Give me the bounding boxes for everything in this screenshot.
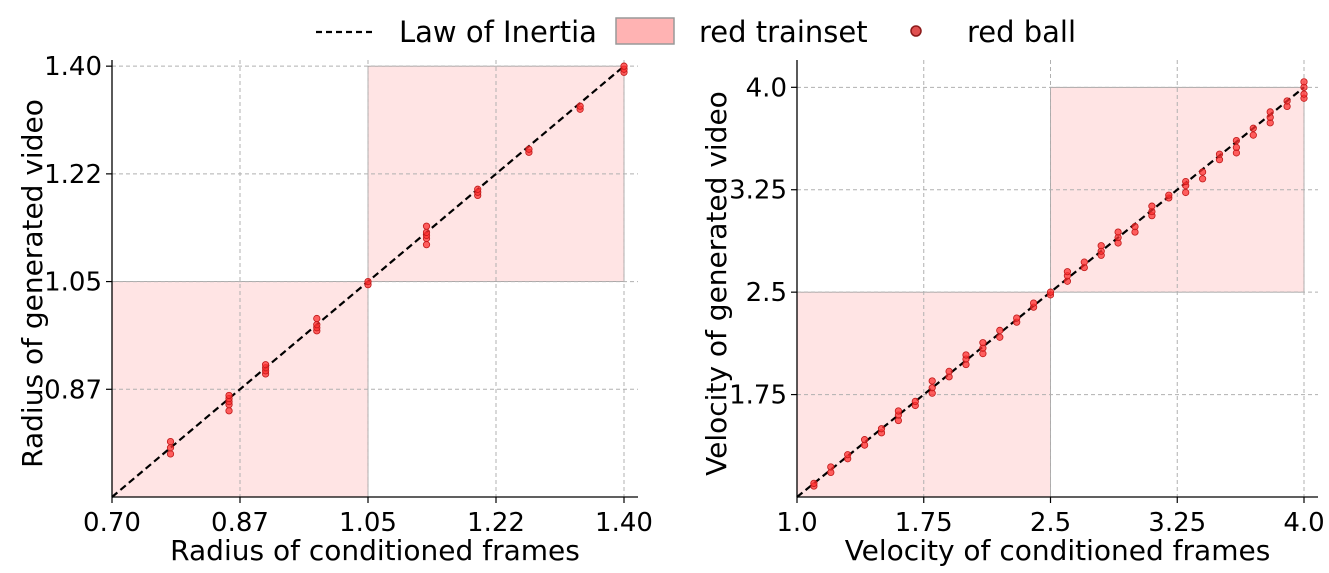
velocity-data-point [1232,143,1241,151]
legend-red-trainset-swatch [615,17,675,45]
velocity-data-point [1232,136,1241,145]
velocity-data-point [911,397,919,406]
velocity-y-tick-label: 2.5 [746,278,787,308]
radius-data-point [261,361,270,369]
velocity-data-point [1030,299,1038,307]
radius-data-point [166,450,175,458]
radius-x-tick-label: 1.40 [595,508,653,538]
radius-data-point [364,277,372,286]
velocity-grid [796,60,1318,497]
radius-y-tick-label: 1.40 [44,52,102,82]
velocity-x-tick-label: 1.0 [776,508,817,538]
radius-data-point [525,145,533,153]
velocity-data-point [962,351,970,359]
velocity-y-axis-label: Velocity of generated video [700,91,733,476]
legend: Law of Inertia red trainset red ball [316,15,1076,49]
radius-y-ticks: 0.87 1.05 1.22 1.40 [44,52,112,405]
velocity-data-point [810,479,818,487]
velocity-data-point [894,407,903,415]
velocity-data-point [928,384,936,392]
velocity-data-point [1215,150,1224,158]
velocity-data-point [1283,97,1291,105]
radius-points [166,62,628,458]
radius-data-point [422,222,431,230]
velocity-data-point [1148,202,1156,210]
velocity-data-point [1097,242,1105,250]
velocity-data-point [877,425,886,433]
radius-data-point [225,391,233,400]
radius-x-tick-label: 0.70 [83,508,141,538]
velocity-data-point [1182,177,1190,186]
velocity-data-point [1165,191,1173,199]
radius-y-tick-label: 1.22 [44,160,102,190]
velocity-x-tick-label: 2.5 [1030,508,1071,538]
radius-y-tick-label: 0.87 [44,375,102,405]
velocity-data-point [945,367,953,375]
velocity-data-point [1080,258,1088,266]
radius-data-point [313,314,321,323]
radius-data-point [474,185,482,193]
velocity-data-point [1266,108,1274,116]
radius-x-tick-label: 0.87 [211,508,269,538]
radius-x-tick-label: 1.22 [467,508,525,538]
velocity-data-point [1182,188,1190,197]
radius-x-ticks: 0.70 0.87 1.05 1.22 1.40 [83,497,653,538]
radius-data-point [313,321,321,329]
velocity-x-tick-label: 4.0 [1283,508,1324,538]
legend-red-ball-swatch [910,25,922,37]
radius-data-point [422,241,431,249]
velocity-y-tick-label: 3.25 [729,176,787,206]
velocity-data-point [979,339,987,347]
velocity-data-point [1199,175,1207,183]
radius-y-axis-label: Radius of generated video [16,99,49,468]
radius-data-point [166,438,175,446]
velocity-y-ticks: 1.75 2.5 3.25 4.0 [729,73,797,411]
velocity-data-point [827,463,835,471]
velocity-data-point [1300,90,1308,98]
velocity-panel: 1.0 1.75 2.5 3.25 4.0 1.75 2.5 3.25 4.0 Velocit… [700,60,1325,567]
legend-red-ball-label: red ball [967,15,1076,49]
velocity-data-point [1249,131,1257,139]
velocity-data-point [996,326,1004,334]
velocity-points [810,78,1308,490]
radius-data-point [166,444,175,452]
velocity-data-point [1046,288,1055,296]
radius-y-tick-label: 1.05 [44,268,102,298]
radius-x-axis-label: Radius of conditioned frames [170,534,580,567]
velocity-x-axis-label: Velocity of conditioned frames [845,534,1271,567]
velocity-x-tick-label: 3.25 [1148,508,1206,538]
velocity-data-point [928,377,936,385]
velocity-data-point [860,436,869,444]
velocity-data-point [1013,314,1021,322]
velocity-data-point [996,333,1004,341]
radius-data-point [576,102,584,110]
velocity-data-point [1300,78,1308,86]
velocity-data-point [844,451,852,459]
radius-data-point [422,228,431,236]
velocity-x-ticks: 1.0 1.75 2.5 3.25 4.0 [776,497,1325,538]
velocity-data-point [1114,228,1122,236]
velocity-data-point [1131,223,1139,231]
velocity-data-point [1249,124,1257,132]
radius-data-point [620,62,628,70]
radius-x-tick-label: 1.05 [339,508,397,538]
radius-panel: 0.70 0.87 1.05 1.22 1.40 0.87 1.05 1.22 1.40 Ra… [16,52,653,567]
velocity-y-tick-label: 4.0 [746,73,787,103]
legend-red-trainset-label: red trainset [699,15,868,49]
radius-data-point [225,407,233,415]
velocity-y-tick-label: 1.75 [729,381,787,411]
legend-law-of-inertia-label: Law of Inertia [399,15,597,49]
velocity-data-point [1199,168,1207,176]
velocity-data-point [1063,268,1072,276]
velocity-x-tick-label: 1.75 [895,508,953,538]
